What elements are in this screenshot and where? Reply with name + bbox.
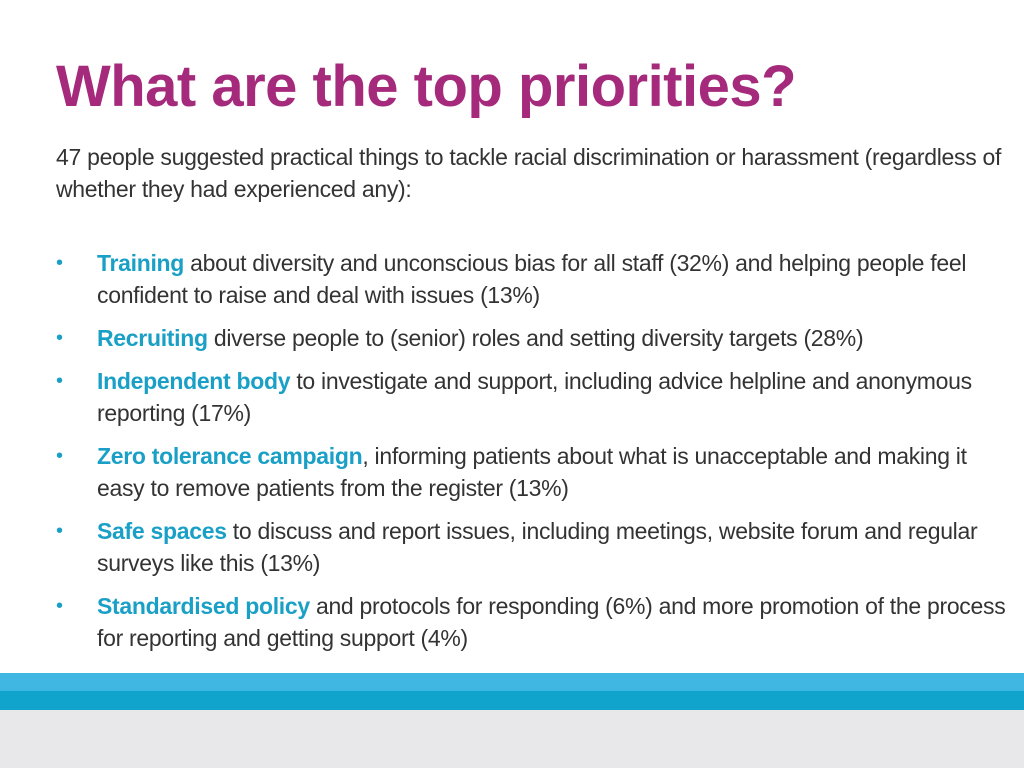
bullet-icon: •	[56, 370, 63, 392]
list-item-independent-body: • Independent body to investigate and su…	[56, 365, 1016, 429]
footer-stripe-dark	[0, 691, 1024, 710]
bullet-keyword: Recruiting	[97, 325, 208, 351]
slide-title: What are the top priorities?	[56, 54, 797, 119]
priority-list: • Training about diversity and unconscio…	[56, 247, 1016, 665]
footer-grey-area	[0, 710, 1024, 768]
bullet-text: about diversity and unconscious bias for…	[97, 250, 967, 308]
bullet-keyword: Safe spaces	[97, 518, 227, 544]
bullet-icon: •	[56, 520, 63, 542]
footer-stripe-light	[0, 673, 1024, 691]
intro-text: 47 people suggested practical things to …	[56, 144, 1002, 202]
list-item-zero-tolerance: • Zero tolerance campaign, informing pat…	[56, 440, 1016, 504]
bullet-text: to investigate and support, including ad…	[97, 368, 972, 426]
bullet-text: diverse people to (senior) roles and set…	[207, 325, 864, 351]
bullet-keyword: Training	[97, 250, 185, 276]
bullet-icon: •	[56, 445, 63, 467]
list-item-training: • Training about diversity and unconscio…	[56, 247, 1016, 311]
list-item-standardised-policy: • Standardised policy and protocols for …	[56, 590, 1016, 654]
bullet-icon: •	[56, 595, 63, 617]
bullet-icon: •	[56, 252, 63, 274]
bullet-icon: •	[56, 327, 63, 349]
bullet-keyword: Standardised policy	[97, 593, 310, 619]
footer-band	[0, 673, 1024, 768]
bullet-keyword: Zero tolerance campaign	[97, 443, 363, 469]
list-item-safe-spaces: • Safe spaces to discuss and report issu…	[56, 515, 1016, 579]
bullet-text: and protocols for responding (6%) and mo…	[97, 593, 1006, 651]
bullet-keyword: Independent body	[97, 368, 291, 394]
bullet-text: , informing patients about what is unacc…	[97, 443, 967, 501]
list-item-recruiting: • Recruiting diverse people to (senior) …	[56, 322, 1016, 354]
bullet-text: to discuss and report issues, including …	[97, 518, 978, 576]
